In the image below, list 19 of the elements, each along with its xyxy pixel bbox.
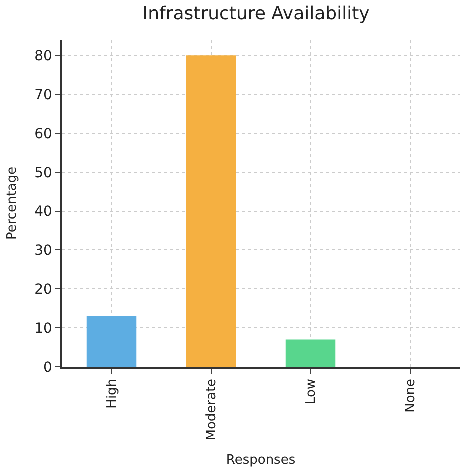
y-tick-label: 60 (34, 126, 52, 142)
y-tick-label: 10 (34, 320, 52, 337)
bar (286, 340, 336, 367)
bar (186, 56, 236, 367)
y-tick-label: 40 (34, 204, 52, 220)
x-tick-label: Low (304, 378, 319, 405)
x-axis-title: Responses (226, 452, 296, 468)
y-tick-label: 80 (34, 48, 52, 64)
x-tick-label: Moderate (204, 378, 220, 441)
y-axis-title: Percentage (5, 166, 20, 240)
x-tick-label: High (104, 378, 120, 409)
y-tick-label: 30 (34, 243, 52, 260)
chart-title: Infrastructure Availability (142, 4, 370, 25)
y-tick-label: 50 (34, 165, 52, 182)
y-tick-label: 0 (44, 360, 52, 376)
x-tick-label: None (403, 378, 418, 413)
y-tick-label: 20 (34, 282, 52, 298)
y-tick-label: 70 (34, 87, 52, 104)
bar (86, 316, 137, 367)
